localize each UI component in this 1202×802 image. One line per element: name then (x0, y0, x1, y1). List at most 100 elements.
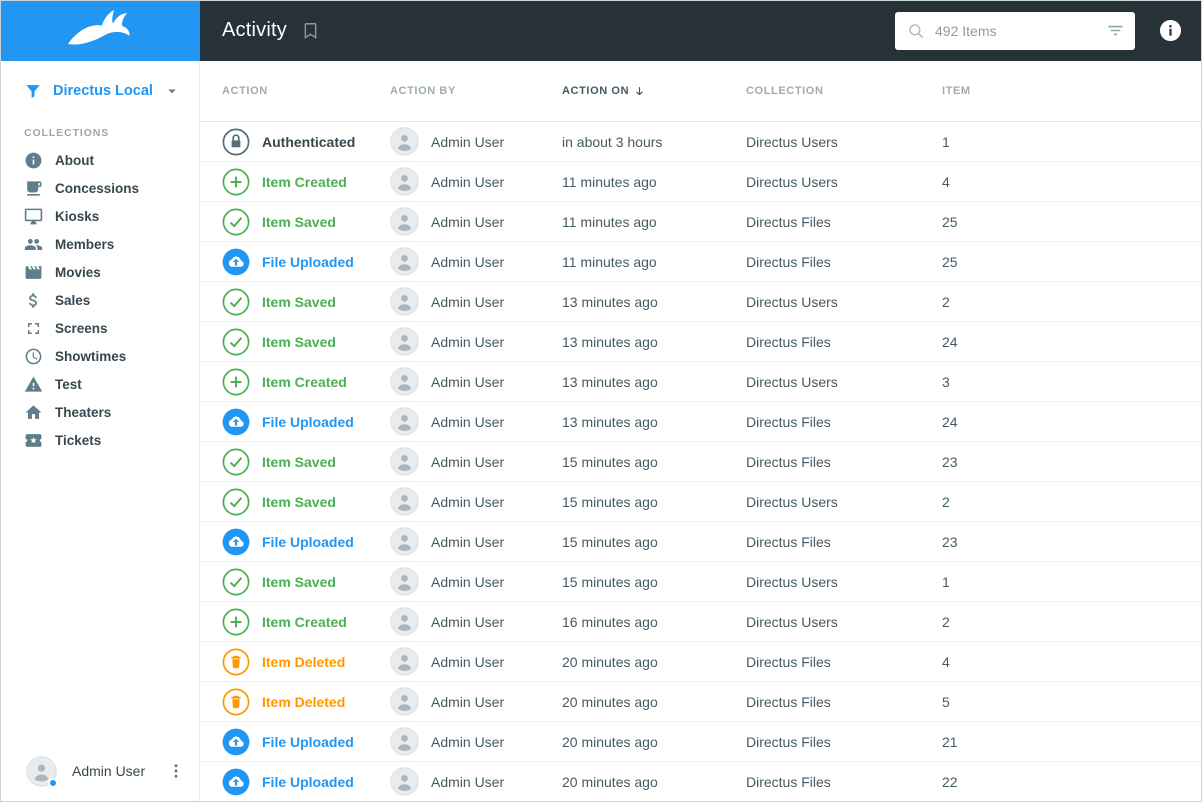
action-by-name: Admin User (431, 493, 505, 510)
action-by-cell: Admin User (390, 207, 562, 236)
action-cell: Item Saved (222, 568, 390, 596)
action-by-cell: Admin User (390, 407, 562, 436)
people-icon (24, 235, 43, 254)
item-cell: 23 (942, 453, 958, 470)
action-on-cell: 15 minutes ago (562, 533, 658, 550)
collection-cell: Directus Files (746, 333, 831, 350)
action-label: Item Created (262, 373, 347, 390)
action-by-name: Admin User (431, 413, 505, 430)
sidebar-item[interactable]: Showtimes (0, 342, 199, 370)
collection-cell: Directus Files (746, 773, 831, 790)
topbar: Activity (200, 0, 1202, 61)
action-on-cell: 11 minutes ago (562, 173, 657, 190)
column-header-item[interactable]: ITEM (942, 85, 971, 97)
action-label: Item Saved (262, 573, 336, 590)
table-body: Authenticated Admin User in about 3 hour… (200, 122, 1202, 802)
item-cell: 1 (942, 133, 950, 150)
table-row[interactable]: Item Saved Admin User 15 minutes ago Dir… (200, 482, 1202, 522)
plus-icon (222, 608, 250, 636)
project-switcher[interactable]: Directus Local (0, 61, 199, 121)
info-icon (24, 151, 43, 170)
action-label: Item Deleted (262, 653, 346, 670)
sidebar-item-label: Theaters (55, 404, 112, 420)
table-row[interactable]: Item Deleted Admin User 20 minutes ago D… (200, 642, 1202, 682)
avatar-icon (390, 367, 419, 396)
item-cell: 2 (942, 293, 950, 310)
table-row[interactable]: File Uploaded Admin User 11 minutes ago … (200, 242, 1202, 282)
check-icon (222, 448, 250, 476)
table-row[interactable]: Item Deleted Admin User 20 minutes ago D… (200, 682, 1202, 722)
table-row[interactable]: File Uploaded Admin User 20 minutes ago … (200, 762, 1202, 802)
column-header-action-on[interactable]: ACTION ON (562, 85, 746, 98)
item-cell: 4 (942, 653, 950, 670)
item-cell: 2 (942, 493, 950, 510)
sidebar-item[interactable]: Sales (0, 286, 199, 314)
sidebar-item[interactable]: Concessions (0, 174, 199, 202)
info-circle-icon[interactable] (1159, 19, 1182, 42)
table-row[interactable]: Authenticated Admin User in about 3 hour… (200, 122, 1202, 162)
sidebar-item[interactable]: Tickets (0, 426, 199, 454)
cloud-upload-icon (222, 768, 250, 796)
action-by-name: Admin User (431, 613, 505, 630)
sidebar-item-label: Members (55, 236, 115, 252)
home-icon (24, 403, 43, 422)
action-on-cell: 11 minutes ago (562, 213, 657, 230)
action-on-cell: 13 minutes ago (562, 333, 658, 350)
sidebar-item[interactable]: Movies (0, 258, 199, 286)
table-row[interactable]: Item Created Admin User 11 minutes ago D… (200, 162, 1202, 202)
column-header-action-by[interactable]: ACTION BY (390, 85, 456, 97)
collection-cell: Directus Files (746, 413, 831, 430)
kebab-menu-icon[interactable] (167, 762, 185, 780)
bookmark-icon[interactable] (301, 21, 320, 40)
project-filter-icon (23, 81, 43, 101)
action-on-cell: 15 minutes ago (562, 493, 658, 510)
table-row[interactable]: File Uploaded Admin User 13 minutes ago … (200, 402, 1202, 442)
action-cell: Item Deleted (222, 648, 390, 676)
action-cell: File Uploaded (222, 768, 390, 796)
movie-icon (24, 263, 43, 282)
action-by-name: Admin User (431, 293, 505, 310)
sidebar-item[interactable]: Theaters (0, 398, 199, 426)
collection-cell: Directus Files (746, 533, 831, 550)
action-label: Authenticated (262, 133, 356, 150)
sidebar-item[interactable]: Test (0, 370, 199, 398)
action-cell: Item Created (222, 168, 390, 196)
table-row[interactable]: Item Created Admin User 16 minutes ago D… (200, 602, 1202, 642)
trash-icon (222, 688, 250, 716)
action-by-cell: Admin User (390, 487, 562, 516)
collection-cell: Directus Files (746, 213, 831, 230)
table-row[interactable]: Item Saved Admin User 13 minutes ago Dir… (200, 282, 1202, 322)
collection-cell: Directus Users (746, 373, 838, 390)
sidebar-item[interactable]: Screens (0, 314, 199, 342)
activity-table: ACTION ACTION BY ACTION ON COLLECTION IT… (200, 61, 1202, 802)
search-box (895, 11, 1135, 50)
table-row[interactable]: File Uploaded Admin User 15 minutes ago … (200, 522, 1202, 562)
logo-block[interactable] (0, 0, 200, 61)
action-label: Item Created (262, 613, 347, 630)
item-cell: 2 (942, 613, 950, 630)
table-row[interactable]: Item Saved Admin User 15 minutes ago Dir… (200, 442, 1202, 482)
table-row[interactable]: Item Saved Admin User 13 minutes ago Dir… (200, 322, 1202, 362)
column-header-collection[interactable]: COLLECTION (746, 85, 824, 97)
column-header-action[interactable]: ACTION (222, 85, 268, 97)
filter-icon[interactable] (1106, 21, 1125, 40)
sidebar-item[interactable]: About (0, 146, 199, 174)
action-cell: Item Saved (222, 288, 390, 316)
action-label: Item Saved (262, 213, 336, 230)
action-by-cell: Admin User (390, 767, 562, 796)
avatar-icon (390, 647, 419, 676)
sidebar-item-label: Kiosks (55, 208, 100, 224)
table-row[interactable]: Item Saved Admin User 15 minutes ago Dir… (200, 562, 1202, 602)
table-row[interactable]: Item Created Admin User 13 minutes ago D… (200, 362, 1202, 402)
item-cell: 25 (942, 213, 958, 230)
sidebar-item[interactable]: Kiosks (0, 202, 199, 230)
table-row[interactable]: File Uploaded Admin User 20 minutes ago … (200, 722, 1202, 762)
table-row[interactable]: Item Saved Admin User 11 minutes ago Dir… (200, 202, 1202, 242)
action-on-cell: 20 minutes ago (562, 693, 658, 710)
item-cell: 24 (942, 333, 958, 350)
user-name: Admin User (72, 763, 146, 779)
sidebar-item[interactable]: Members (0, 230, 199, 258)
fullscreen-icon (24, 319, 43, 338)
sidebar-item-label: Sales (55, 292, 91, 308)
search-input[interactable] (933, 21, 1098, 40)
